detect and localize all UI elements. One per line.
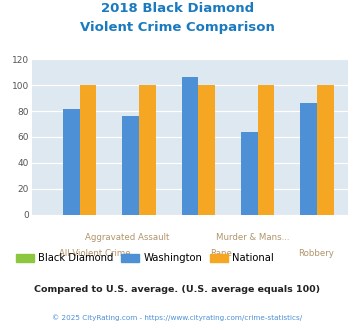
Bar	[300, 103, 317, 214]
Text: Violent Crime Comparison: Violent Crime Comparison	[80, 21, 275, 34]
Bar	[139, 85, 155, 214]
Text: Robbery: Robbery	[298, 249, 334, 258]
Bar	[241, 132, 258, 214]
Bar	[317, 85, 334, 214]
Bar	[198, 85, 215, 214]
Legend: Black Diamond, Washington, National: Black Diamond, Washington, National	[12, 249, 278, 267]
Bar	[80, 85, 96, 214]
Text: Compared to U.S. average. (U.S. average equals 100): Compared to U.S. average. (U.S. average …	[34, 285, 321, 294]
Text: Aggravated Assault: Aggravated Assault	[84, 233, 169, 242]
Bar	[122, 116, 139, 214]
Text: Murder & Mans...: Murder & Mans...	[216, 233, 290, 242]
Text: © 2025 CityRating.com - https://www.cityrating.com/crime-statistics/: © 2025 CityRating.com - https://www.city…	[53, 314, 302, 321]
Text: 2018 Black Diamond: 2018 Black Diamond	[101, 2, 254, 15]
Bar	[63, 109, 80, 214]
Bar	[182, 78, 198, 214]
Text: Rape: Rape	[211, 249, 233, 258]
Text: All Violent Crime: All Violent Crime	[59, 249, 131, 258]
Bar	[258, 85, 274, 214]
